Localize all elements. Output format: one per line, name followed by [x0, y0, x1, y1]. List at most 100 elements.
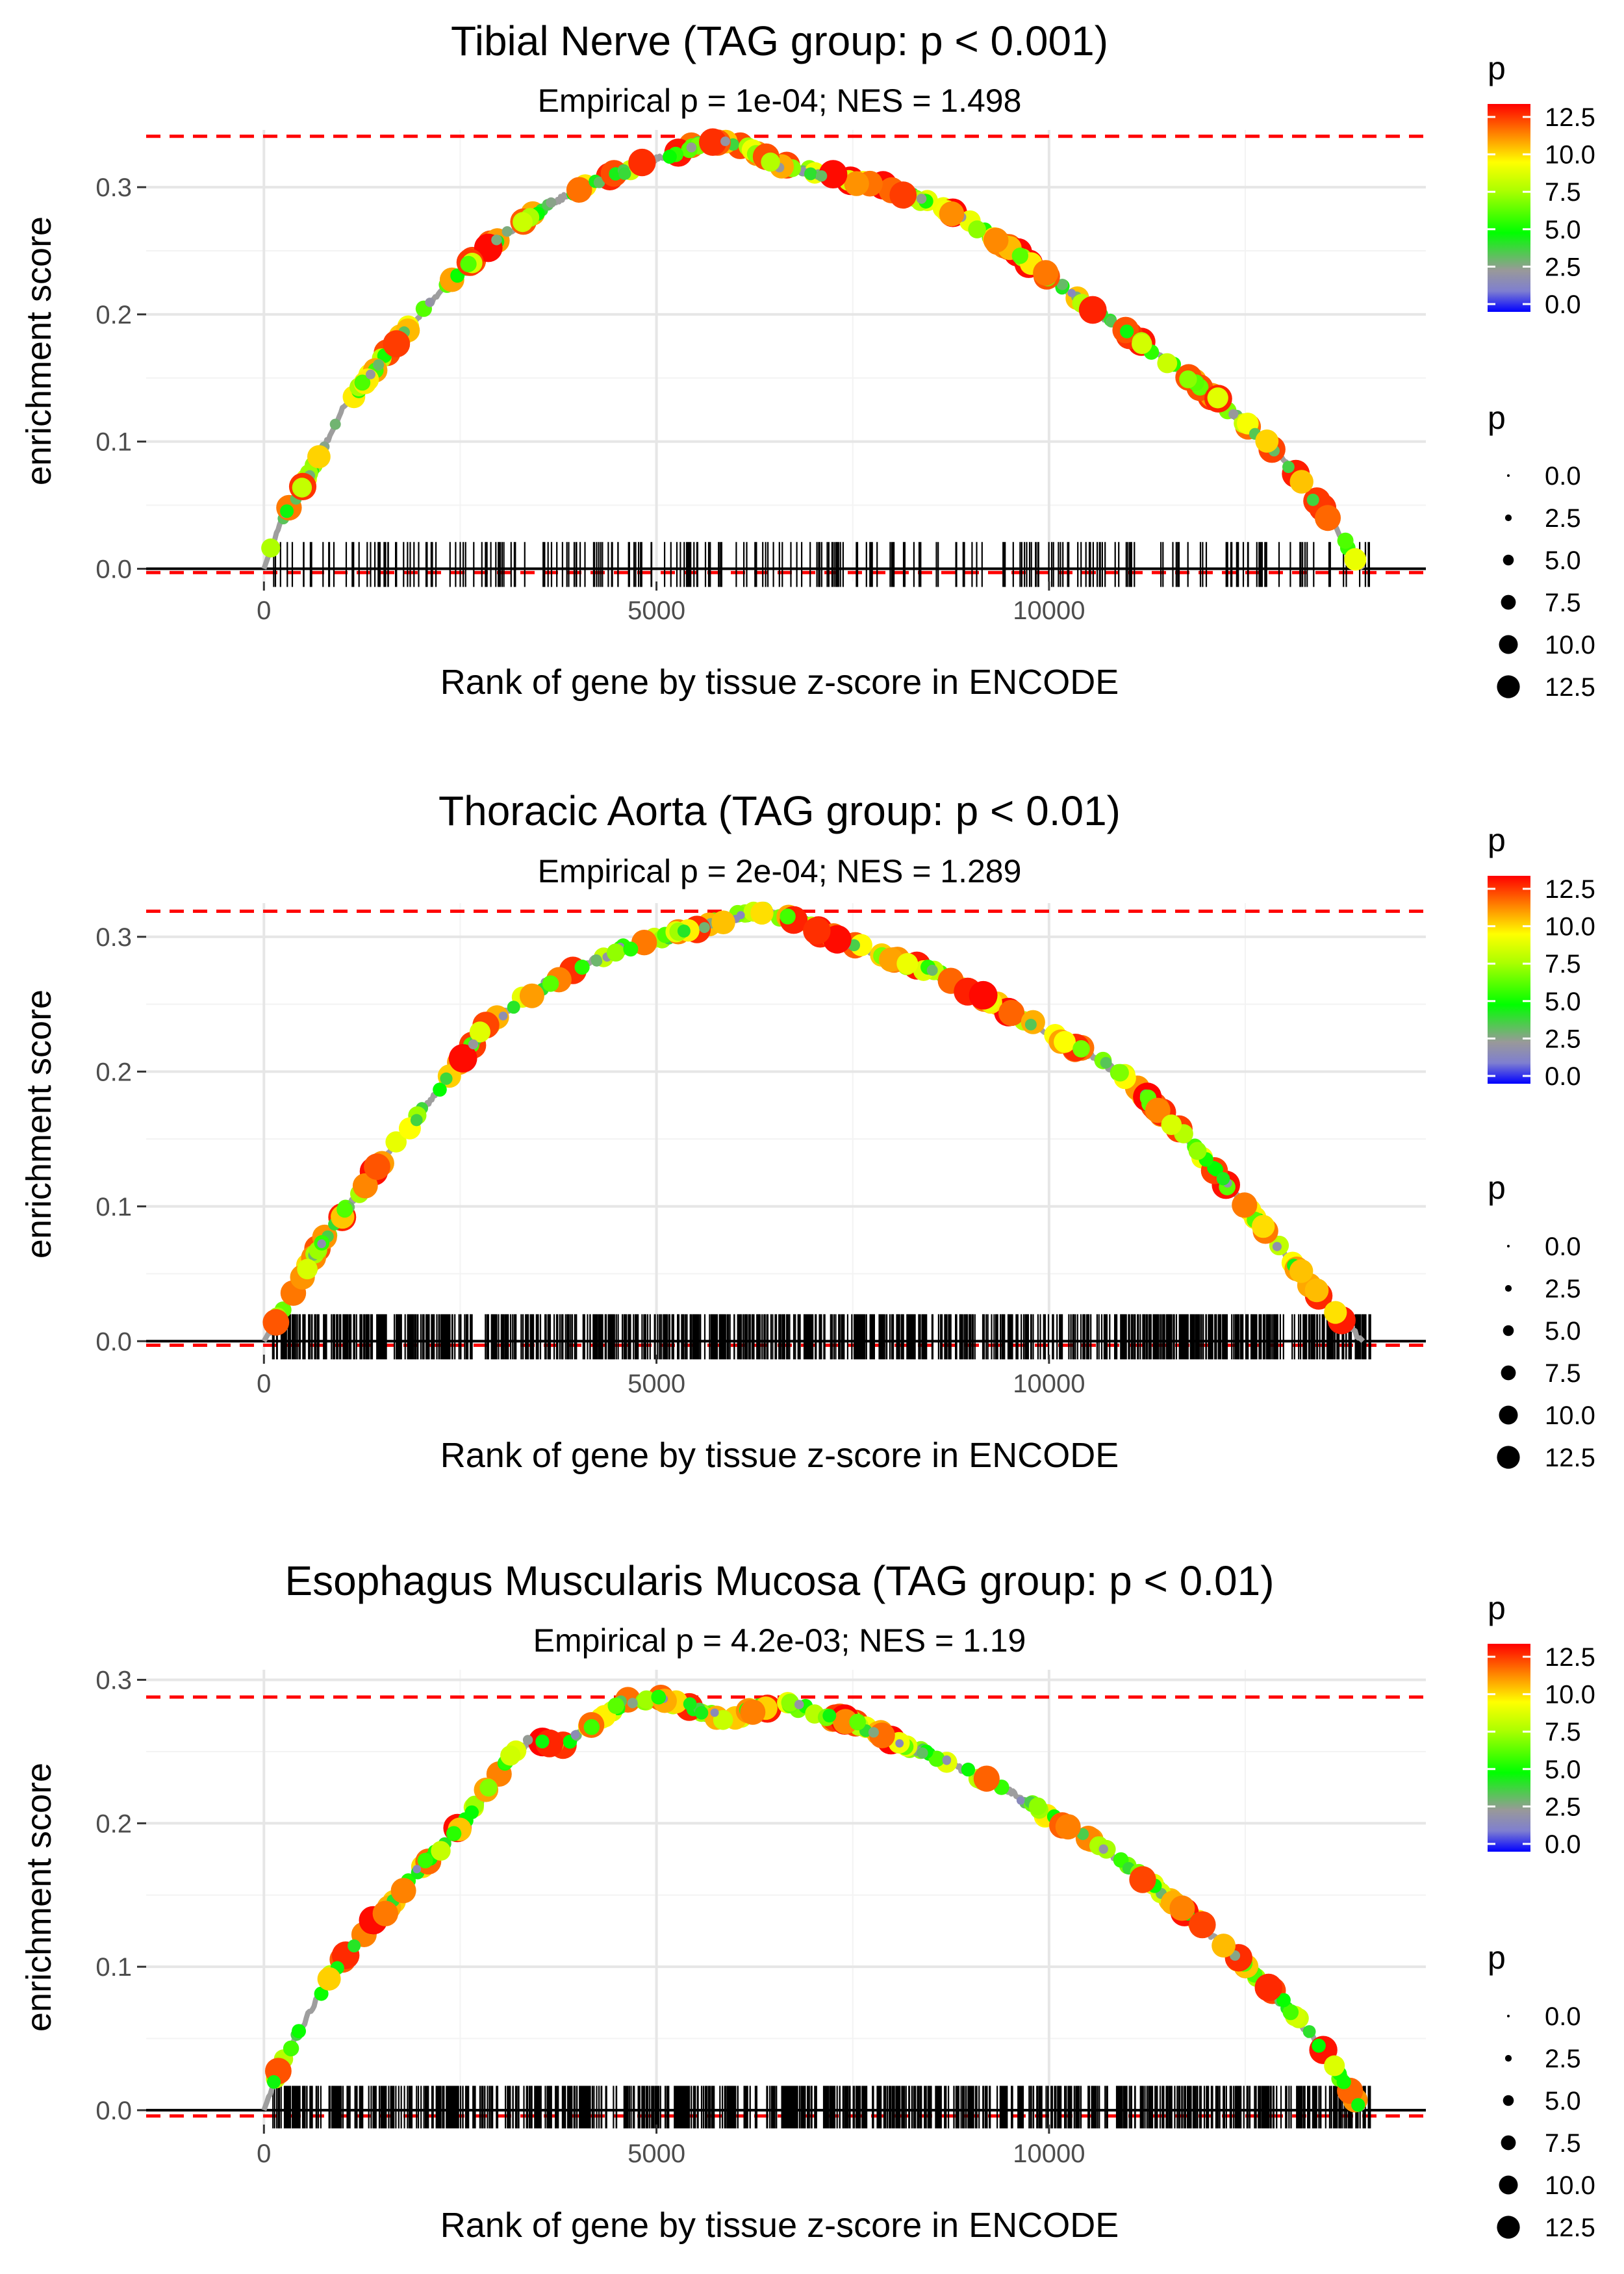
panel-2-point: [317, 1239, 326, 1249]
panel-3-point: [794, 1700, 804, 1709]
panel-1-colorbar: [1488, 104, 1530, 312]
panel-1-size-legend-keys: 0.0 2.5 5.0 7.5 10.0 12.5: [1497, 462, 1595, 702]
panel-3-point: [627, 1698, 638, 1709]
panel-2-point: [262, 1309, 290, 1336]
panel-2-subtitle: Empirical p = 2e-04; NES = 1.289: [538, 853, 1022, 889]
panel-2-point: [737, 911, 745, 919]
panel-1-size-label: 7.5: [1545, 589, 1581, 617]
panel-1-y-tick-label: 0.3: [95, 173, 132, 202]
panel-3-point: [973, 1765, 1000, 1792]
panel-2-point: [607, 943, 625, 962]
panel-3-y-axis-title: enrichment score: [19, 1763, 58, 2032]
panel-2-grid: [146, 903, 1426, 1355]
panel-2-colorbar-label: 0.0: [1545, 1062, 1581, 1091]
panel-2-size-label: 10.0: [1545, 1401, 1595, 1430]
panel-3-colorbar-ticks: 0.0 2.5 5.0 7.5 10.0 12.5: [1488, 1643, 1595, 1859]
panel-2-point: [926, 964, 938, 976]
panel-2-point: [542, 975, 559, 992]
panel-3-point: [637, 1690, 656, 1709]
panel-2-point: [1161, 1114, 1182, 1135]
panel-2-x-tick-label: 10000: [1013, 1370, 1085, 1398]
panel-3-size-label: 7.5: [1545, 2129, 1581, 2158]
panel-3-point: [868, 1727, 879, 1738]
panel-2-title: Thoracic Aorta (TAG group: p < 0.01): [438, 787, 1121, 834]
panel-1-point: [491, 235, 502, 246]
panel-2: Thoracic Aorta (TAG group: p < 0.01) Emp…: [19, 787, 1595, 1475]
panel-1-x-ticks: 0 5000 10000: [257, 581, 1085, 625]
panel-3-size-key: [1499, 2175, 1518, 2195]
panel-3-size-legend: p 0.0 2.5 5.0 7.5 10.0 12.5: [1488, 1939, 1595, 2242]
panel-2-colorbar-label: 2.5: [1545, 1025, 1581, 1053]
panel-3-es-path: [261, 1693, 1365, 2112]
panel-2-x-tick-label: 0: [257, 1370, 271, 1398]
panel-3-point: [849, 1713, 866, 1731]
panel-3-point: [535, 1734, 550, 1748]
panel-3-point: [1169, 1895, 1195, 1921]
panel-1-colorbar-label: 2.5: [1545, 253, 1581, 281]
panel-2-point: [750, 901, 774, 925]
panel-2-size-legend-title: p: [1488, 1169, 1506, 1206]
panel-1-size-key: [1503, 554, 1514, 566]
panel-3-point: [500, 1745, 521, 1766]
panel-3-point: [781, 1693, 800, 1712]
panel-2-size-key: [1503, 1325, 1514, 1336]
panel-1-size-key: [1507, 474, 1510, 477]
panel-2-size-key: [1497, 1446, 1520, 1469]
panel-2-point: [1072, 1040, 1090, 1058]
panel-3-point: [683, 1697, 697, 1711]
panel-1-point: [818, 160, 848, 188]
panel-1-colorbar-label: 0.0: [1545, 290, 1581, 319]
panel-1: Tibial Nerve (TAG group: p < 0.001) Empi…: [19, 18, 1595, 702]
panel-2-point: [1272, 1242, 1282, 1251]
panel-1-point: [366, 369, 375, 379]
panel-1-size-key: [1501, 594, 1516, 610]
panel-1-point: [383, 330, 411, 358]
panel-2-point: [448, 1044, 477, 1073]
panel-3-point: [412, 1865, 422, 1874]
panel-3-point: [390, 1878, 416, 1904]
panel-1-point: [566, 177, 592, 203]
panel-2-size-key: [1504, 1284, 1512, 1292]
panel-1-point: [939, 201, 965, 227]
panel-1-reference-lines: [146, 134, 1426, 574]
panel-1-colorbar-label: 10.0: [1545, 141, 1595, 170]
panel-3-colorbar-label: 12.5: [1545, 1643, 1595, 1672]
panel-2-point: [410, 1114, 423, 1127]
panel-3-size-key: [1504, 2054, 1512, 2062]
panel-2-point: [433, 1082, 447, 1097]
panel-1-x-tick-label: 5000: [628, 596, 685, 625]
panel-3-point: [431, 1841, 451, 1861]
panel-2-size-key: [1507, 1245, 1510, 1247]
panel-1-rug-ticks: [273, 542, 1370, 587]
panel-3-point: [942, 1755, 952, 1765]
panel-2-size-legend: p 0.0 2.5 5.0 7.5 10.0 12.5: [1488, 1169, 1595, 1472]
panel-2-y-tick-label: 0.2: [95, 1058, 132, 1086]
panel-3-x-tick-label: 5000: [628, 2140, 685, 2168]
panel-2-y-axis-title: enrichment score: [19, 990, 58, 1258]
panel-3-points: [265, 1685, 1368, 2113]
panel-3-title: Esophagus Muscularis Mucosa (TAG group: …: [285, 1557, 1274, 1604]
panel-3-point: [446, 1826, 462, 1841]
panel-1-point: [1067, 288, 1076, 298]
panel-2-colorbar-label: 7.5: [1545, 950, 1581, 978]
panel-3-point: [292, 2024, 306, 2039]
panel-3-point: [710, 1708, 719, 1717]
panel-3-point: [348, 1939, 361, 1952]
panel-1-point: [307, 445, 331, 468]
panel-1-colorbar-label: 5.0: [1545, 216, 1581, 244]
panel-3-reference-lines: [146, 1695, 1426, 2118]
panel-2-color-legend: p 0.0 2.5 5.0 7.5 10.0 12.5: [1488, 822, 1595, 1091]
panel-3-y-ticks: 0.0 0.1 0.2 0.3: [95, 1666, 146, 2125]
panel-3-point: [694, 1706, 709, 1720]
panel-1-y-tick-label: 0.1: [95, 428, 132, 457]
panel-2-points: [262, 901, 1356, 1336]
panel-2-y-tick-label: 0.3: [95, 923, 132, 952]
panel-3-point: [607, 1697, 624, 1715]
panel-1-point: [1207, 387, 1228, 409]
panel-3-point: [822, 1709, 837, 1723]
panel-1-point: [261, 538, 281, 558]
panel-1-size-label: 2.5: [1545, 504, 1581, 533]
panel-2-point: [780, 908, 796, 925]
panel-3-point: [1055, 1814, 1081, 1840]
panel-3-y-tick-label: 0.0: [95, 2097, 132, 2125]
